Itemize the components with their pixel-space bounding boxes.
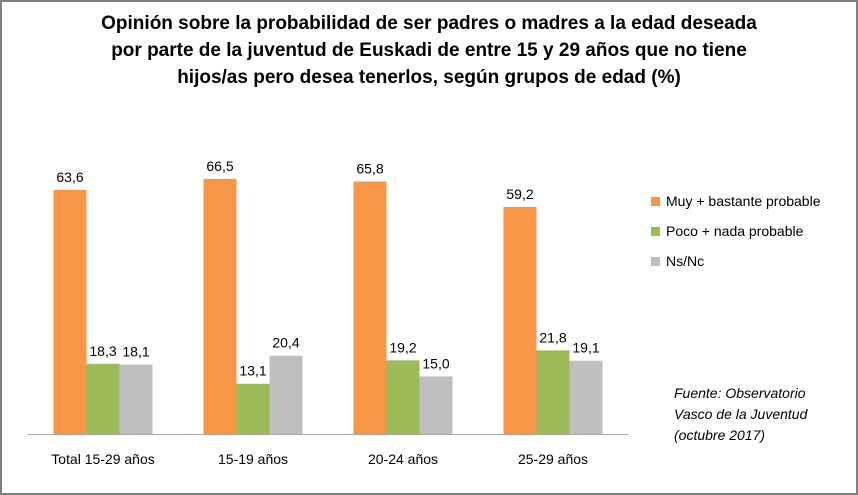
data-label: 63,6 [56, 169, 83, 185]
bar-poco-nada-2 [386, 360, 420, 434]
data-label: 15,0 [422, 355, 449, 371]
title-line-1: Opinión sobre la probabilidad de ser pad… [101, 13, 757, 34]
legend-label: Ns/Nc [666, 253, 705, 269]
data-label: 21,8 [539, 329, 566, 345]
bar-muy-bastante-2 [353, 181, 387, 434]
title-line-3: hijos/as pero desea tenerlos, según grup… [177, 67, 681, 88]
bar-poco-nada-1 [236, 383, 270, 434]
data-label: 59,2 [506, 186, 533, 202]
data-label: 13,1 [239, 363, 266, 379]
source-line-1: Fuente: Observatorio [674, 385, 806, 401]
legend-swatch-gray [651, 256, 660, 266]
bar-poco-nada-0 [86, 363, 120, 434]
x-tick-label: 20-24 años [368, 451, 438, 467]
legend-label: Muy + bastante probable [666, 193, 821, 209]
legend: Muy + bastante probable Poco + nada prob… [651, 186, 821, 276]
bar-nsnc-3 [569, 360, 603, 434]
bar-nsnc-2 [419, 376, 453, 434]
legend-swatch-orange [651, 196, 660, 206]
source-line-2: Vasco de la Juventud [674, 406, 808, 422]
data-label: 66,5 [206, 158, 233, 174]
title-line-2: por parte de la juventud de Euskadi de e… [111, 40, 747, 61]
data-label: 19,1 [572, 340, 599, 356]
legend-item-muy-bastante: Muy + bastante probable [651, 186, 821, 216]
source-note: Fuente: Observatorio Vasco de la Juventu… [674, 383, 807, 446]
bar-nsnc-0 [119, 364, 153, 434]
data-label: 20,4 [272, 335, 299, 351]
data-label: 18,1 [122, 344, 149, 360]
legend-item-poco-nada: Poco + nada probable [651, 216, 821, 246]
data-label: 19,2 [389, 339, 416, 355]
bar-muy-bastante-1 [203, 178, 237, 434]
legend-label: Poco + nada probable [666, 223, 804, 239]
bar-muy-bastante-0 [53, 190, 87, 434]
bar-muy-bastante-3 [503, 206, 537, 434]
x-tick-label: 15-19 años [218, 451, 288, 467]
bar-nsnc-1 [269, 355, 303, 434]
chart-title: Opinión sobre la probabilidad de ser pad… [0, 10, 858, 91]
x-tick-label: Total 15-29 años [51, 451, 155, 467]
x-tick-label: 25-29 años [518, 451, 588, 467]
source-line-3: (octubre 2017) [674, 427, 766, 443]
legend-swatch-green [651, 226, 660, 236]
data-label: 18,3 [89, 343, 116, 359]
data-label: 65,8 [356, 161, 383, 177]
bar-poco-nada-3 [536, 350, 570, 434]
legend-item-nsnc: Ns/Nc [651, 246, 821, 276]
